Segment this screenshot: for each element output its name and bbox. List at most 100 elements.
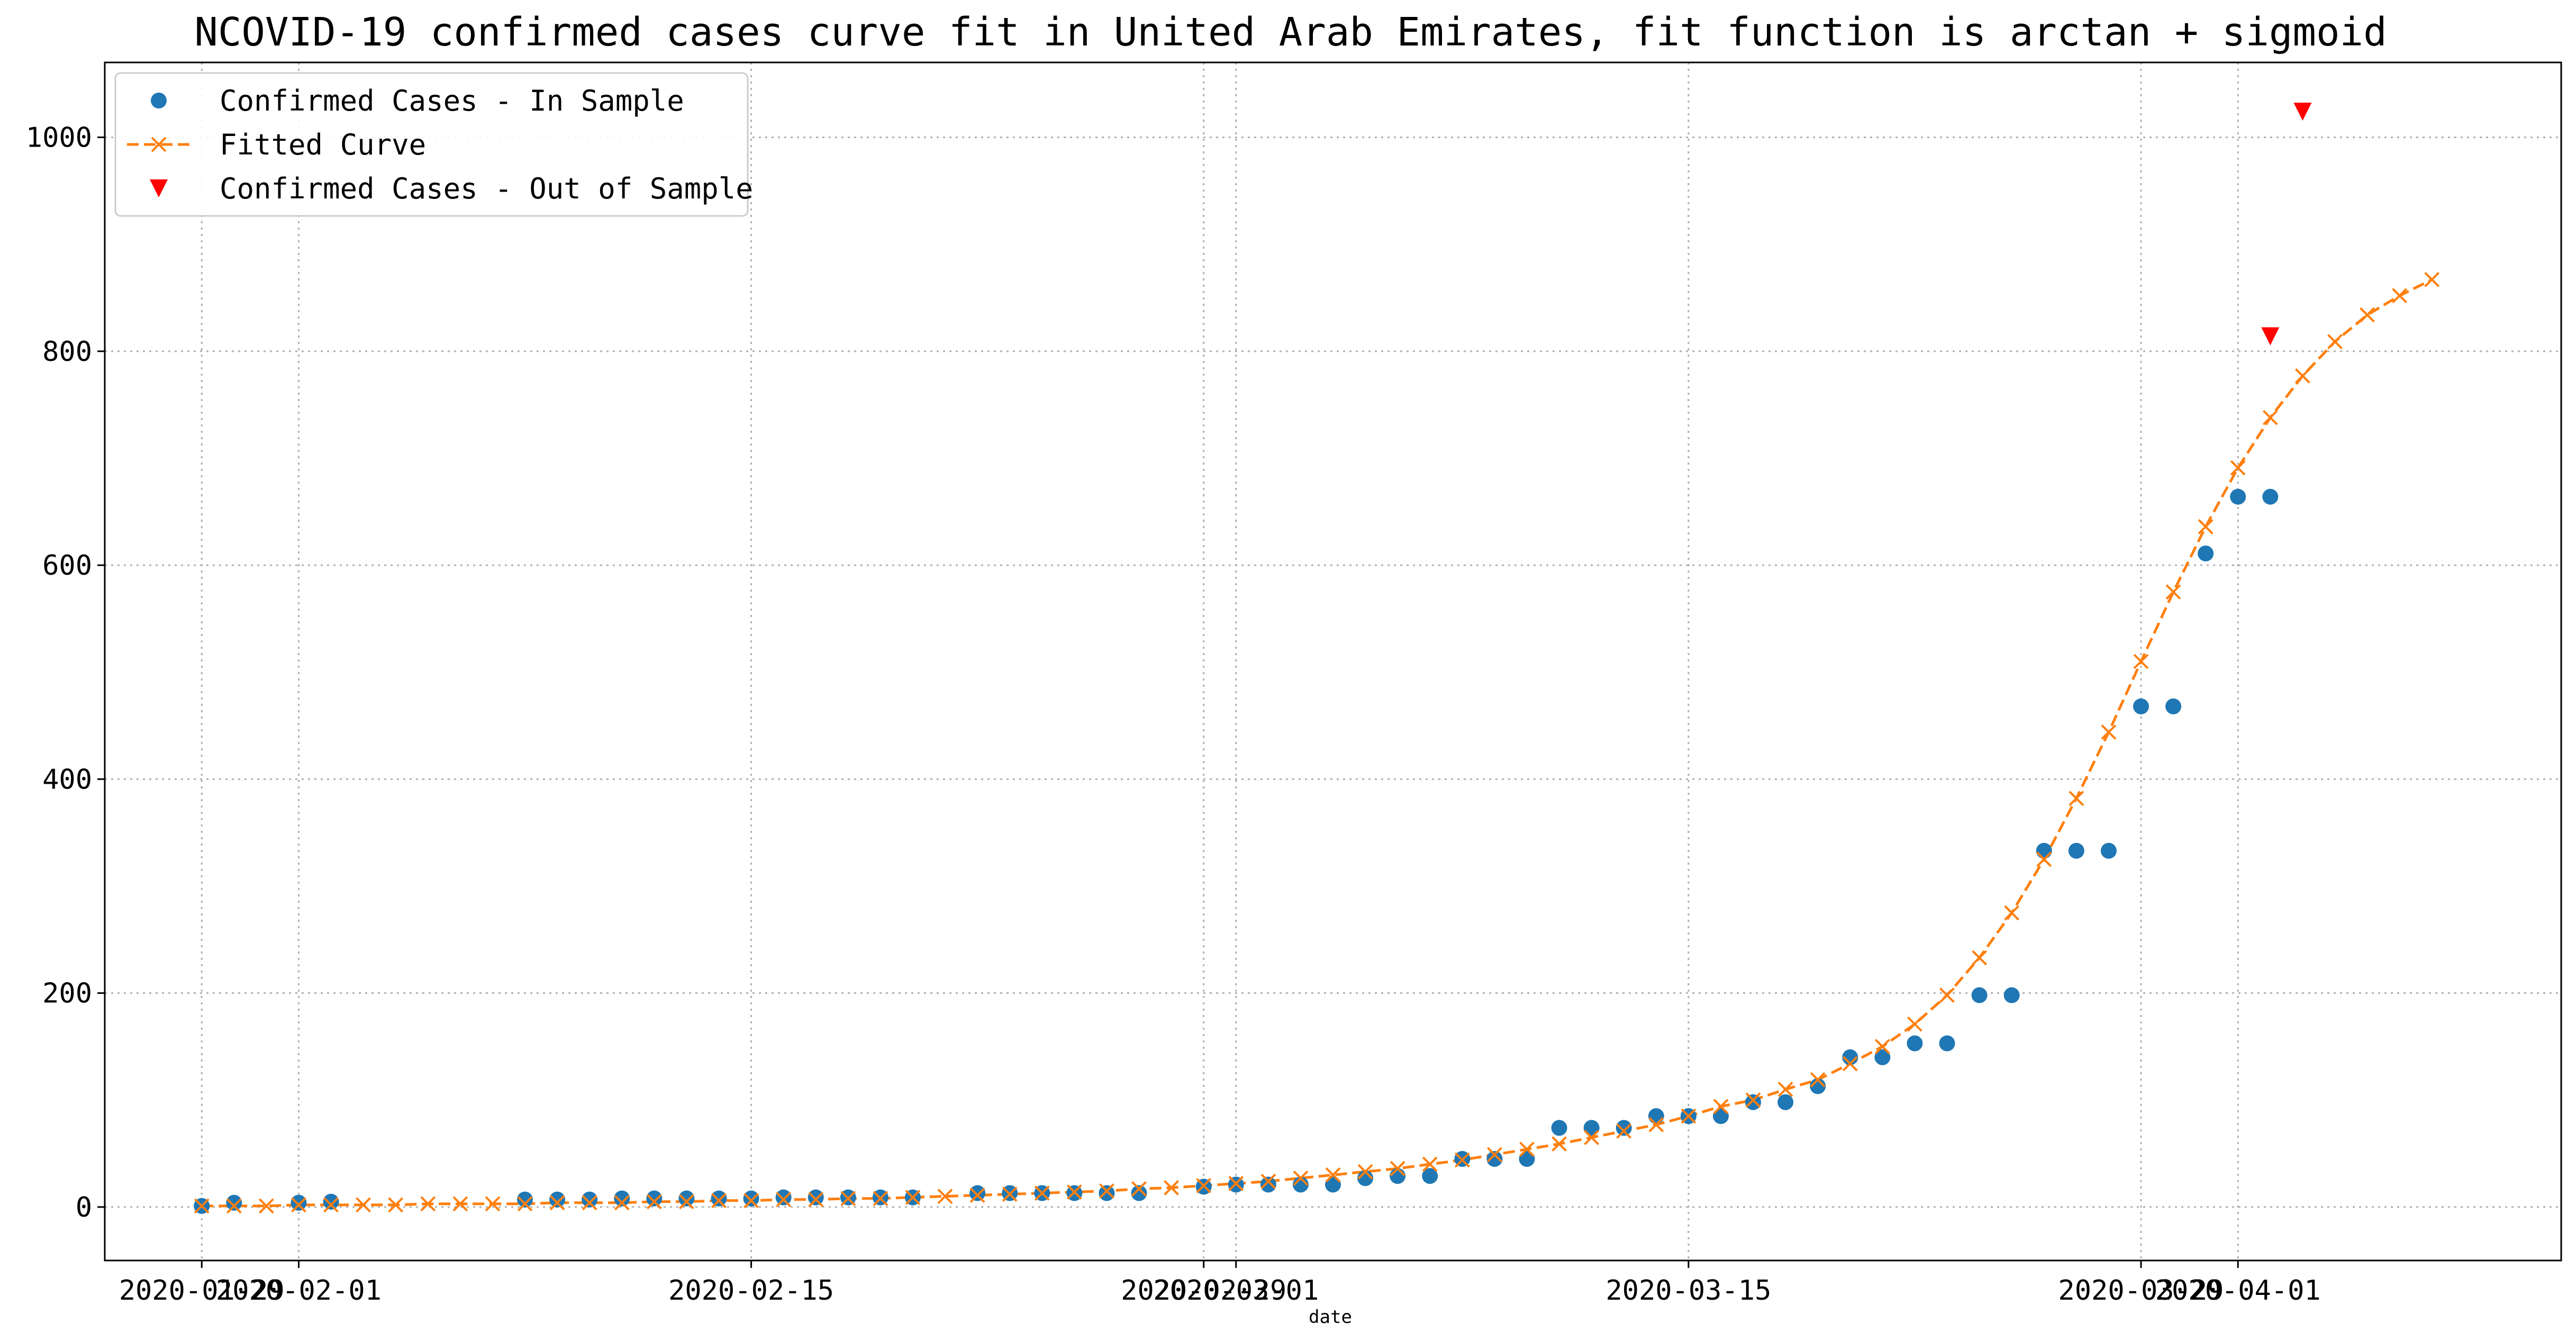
fitted-curve-marker (258, 1198, 274, 1214)
fitted-curve-marker (549, 1195, 565, 1211)
in-sample-point (1325, 1176, 1341, 1193)
fitted-curve-marker (808, 1192, 824, 1208)
fitted-curve-marker (323, 1197, 339, 1213)
in-sample-point (1131, 1185, 1147, 1201)
fitted-curve-marker (646, 1194, 662, 1210)
fitted-curve-marker (2294, 368, 2310, 384)
in-sample-point (743, 1190, 759, 1207)
in-sample-point (711, 1190, 727, 1207)
fitted-curve-marker (1552, 1136, 1567, 1152)
in-sample-point (1712, 1108, 1729, 1125)
fitted-curve-marker (1939, 987, 1955, 1003)
fitted-curve-marker (2101, 724, 2117, 740)
fitted-curve-marker (356, 1197, 371, 1213)
fitted-curve-marker (840, 1191, 856, 1207)
fitted-curve-marker (1325, 1167, 1341, 1183)
in-sample-point (1907, 1035, 1923, 1051)
fitted-curve-marker (1907, 1016, 1922, 1032)
in-sample-point (582, 1191, 598, 1208)
y-tick-label: 400 (42, 764, 92, 795)
in-sample-point (1842, 1049, 1858, 1065)
x-tick-label: 2020-01-29 (119, 1275, 285, 1307)
fitted-curve-marker (2069, 791, 2084, 806)
in-sample-point (1486, 1150, 1503, 1167)
fitted-curve-marker (969, 1187, 985, 1203)
in-sample-point (1551, 1120, 1567, 1136)
fitted-curve-marker (2327, 334, 2343, 350)
fitted-curve-marker (1713, 1099, 1729, 1114)
y-tick-label: 600 (42, 550, 92, 582)
in-sample-point (646, 1190, 663, 1207)
fitted-curve-marker (1648, 1117, 1664, 1132)
fitted-curve-marker (1066, 1184, 1082, 1200)
fitted-curve-marker (2165, 584, 2181, 600)
in-sample-point (2262, 488, 2279, 505)
fitted-curve-marker (2424, 271, 2440, 287)
in-sample-point (1390, 1168, 1406, 1184)
fitted-curve-marker (1972, 950, 1987, 966)
in-sample-point (1874, 1049, 1891, 1065)
fitted-curve-marker (388, 1197, 404, 1213)
fitted-curve-marker (1584, 1130, 1600, 1145)
fitted-curve-marker (614, 1195, 630, 1211)
plot-frame (104, 61, 2562, 1262)
y-tick-label: 800 (42, 336, 92, 368)
in-sample-point (1939, 1035, 1955, 1051)
in-sample-point (1810, 1078, 1826, 1094)
x-tick-label: 2020-02-01 (216, 1275, 382, 1307)
in-sample-point (1777, 1094, 1794, 1110)
fitted-curve-marker (1357, 1164, 1373, 1180)
x-tick-label: 2020-03-01 (1153, 1275, 1319, 1307)
legend-label: Confirmed Cases - In Sample (220, 84, 684, 117)
legend: Confirmed Cases - In Sample Fitted Curve C… (114, 72, 753, 217)
fitted-curve-marker (2036, 851, 2052, 867)
fitted-curve-marker (1228, 1176, 1244, 1191)
in-sample-point (1260, 1176, 1276, 1193)
out-of-sample-point (2293, 102, 2312, 121)
fitted-curve-marker (2004, 905, 2020, 921)
fitted-curve-marker (226, 1198, 242, 1214)
in-sample-point (1583, 1120, 1600, 1136)
x-tick-label: 2020-03-15 (1606, 1275, 1771, 1307)
in-sample-point (2230, 488, 2246, 505)
fitted-curve-marker (1164, 1180, 1180, 1195)
fitted-curve-marker (517, 1196, 533, 1212)
in-sample-point (517, 1191, 533, 1208)
legend-marker-fitted (151, 137, 167, 152)
fitted-curve-marker (679, 1194, 694, 1210)
in-sample-point (1971, 987, 1988, 1003)
fitted-curve-marker (2392, 288, 2408, 304)
in-sample-point (1519, 1150, 1535, 1167)
fitted-curve-marker (1260, 1173, 1276, 1189)
fitted-curve-marker (873, 1191, 888, 1207)
in-sample-point (1745, 1094, 1762, 1110)
in-sample-point (808, 1189, 824, 1205)
in-sample-point (291, 1194, 307, 1211)
in-sample-point (2133, 698, 2149, 714)
legend-label: Fitted Curve (220, 128, 426, 161)
x-tick-label: 2020-02-29 (1121, 1275, 1286, 1307)
in-sample-point (969, 1185, 986, 1201)
fitted-curve-line (202, 278, 2433, 1208)
fitted-curve-marker (1874, 1039, 1890, 1055)
legend-box (114, 72, 749, 217)
fitted-curve-marker (1777, 1082, 1793, 1097)
fitted-curve-marker (1745, 1092, 1761, 1108)
in-sample-point (226, 1194, 242, 1211)
fitted-curve-marker (1293, 1170, 1309, 1186)
fitted-curve-marker (743, 1193, 759, 1209)
fitted-curve-marker (1196, 1178, 1212, 1193)
in-sample-point (2100, 842, 2117, 859)
in-sample-point (323, 1193, 339, 1210)
in-sample-point (1616, 1120, 1632, 1136)
in-sample-point (1357, 1170, 1374, 1186)
in-sample-point (1422, 1168, 1438, 1184)
out-of-sample-point (2261, 327, 2280, 346)
in-sample-point (2068, 842, 2084, 859)
in-sample-point (1648, 1108, 1664, 1125)
in-sample-point (2198, 545, 2214, 561)
fitted-curve-marker (1422, 1156, 1438, 1172)
in-sample-point (2003, 987, 2020, 1003)
